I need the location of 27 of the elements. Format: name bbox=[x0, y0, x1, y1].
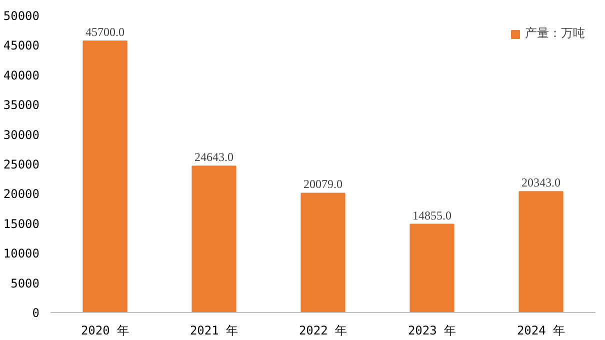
y-tick-label: 25000 bbox=[3, 158, 40, 172]
y-tick-label: 15000 bbox=[3, 216, 40, 231]
bar bbox=[300, 192, 346, 312]
y-tick-label: 45000 bbox=[3, 38, 40, 53]
x-tick-label: 2024 年 bbox=[516, 324, 566, 338]
y-tick-label: 40000 bbox=[3, 68, 40, 82]
legend-label: 产量：万吨 bbox=[525, 25, 585, 42]
y-tick-label: 30000 bbox=[3, 128, 40, 142]
y-tick-label: 10000 bbox=[3, 246, 40, 261]
x-tick-label: 2021 年 bbox=[190, 324, 238, 338]
bar bbox=[410, 224, 454, 312]
data-label: 24643.0 bbox=[194, 150, 234, 164]
x-tick-label: 2022 年 bbox=[298, 324, 348, 338]
data-label: 20079.0 bbox=[304, 177, 342, 192]
bar bbox=[518, 191, 564, 312]
y-tick-label: 35000 bbox=[3, 98, 40, 112]
bar bbox=[192, 166, 236, 312]
x-tick-label: 2020 年 bbox=[80, 324, 130, 338]
bar bbox=[82, 40, 128, 312]
y-tick-label: 20000 bbox=[3, 187, 40, 202]
y-tick-label: 5000 bbox=[10, 276, 40, 290]
x-tick-label: 2023 年 bbox=[408, 324, 456, 338]
y-tick-label: 0 bbox=[32, 306, 40, 320]
data-label: 14855.0 bbox=[412, 208, 452, 222]
data-label: 45700.0 bbox=[86, 25, 124, 40]
y-tick-label: 50000 bbox=[3, 9, 40, 23]
data-label: 20343.0 bbox=[522, 176, 560, 190]
